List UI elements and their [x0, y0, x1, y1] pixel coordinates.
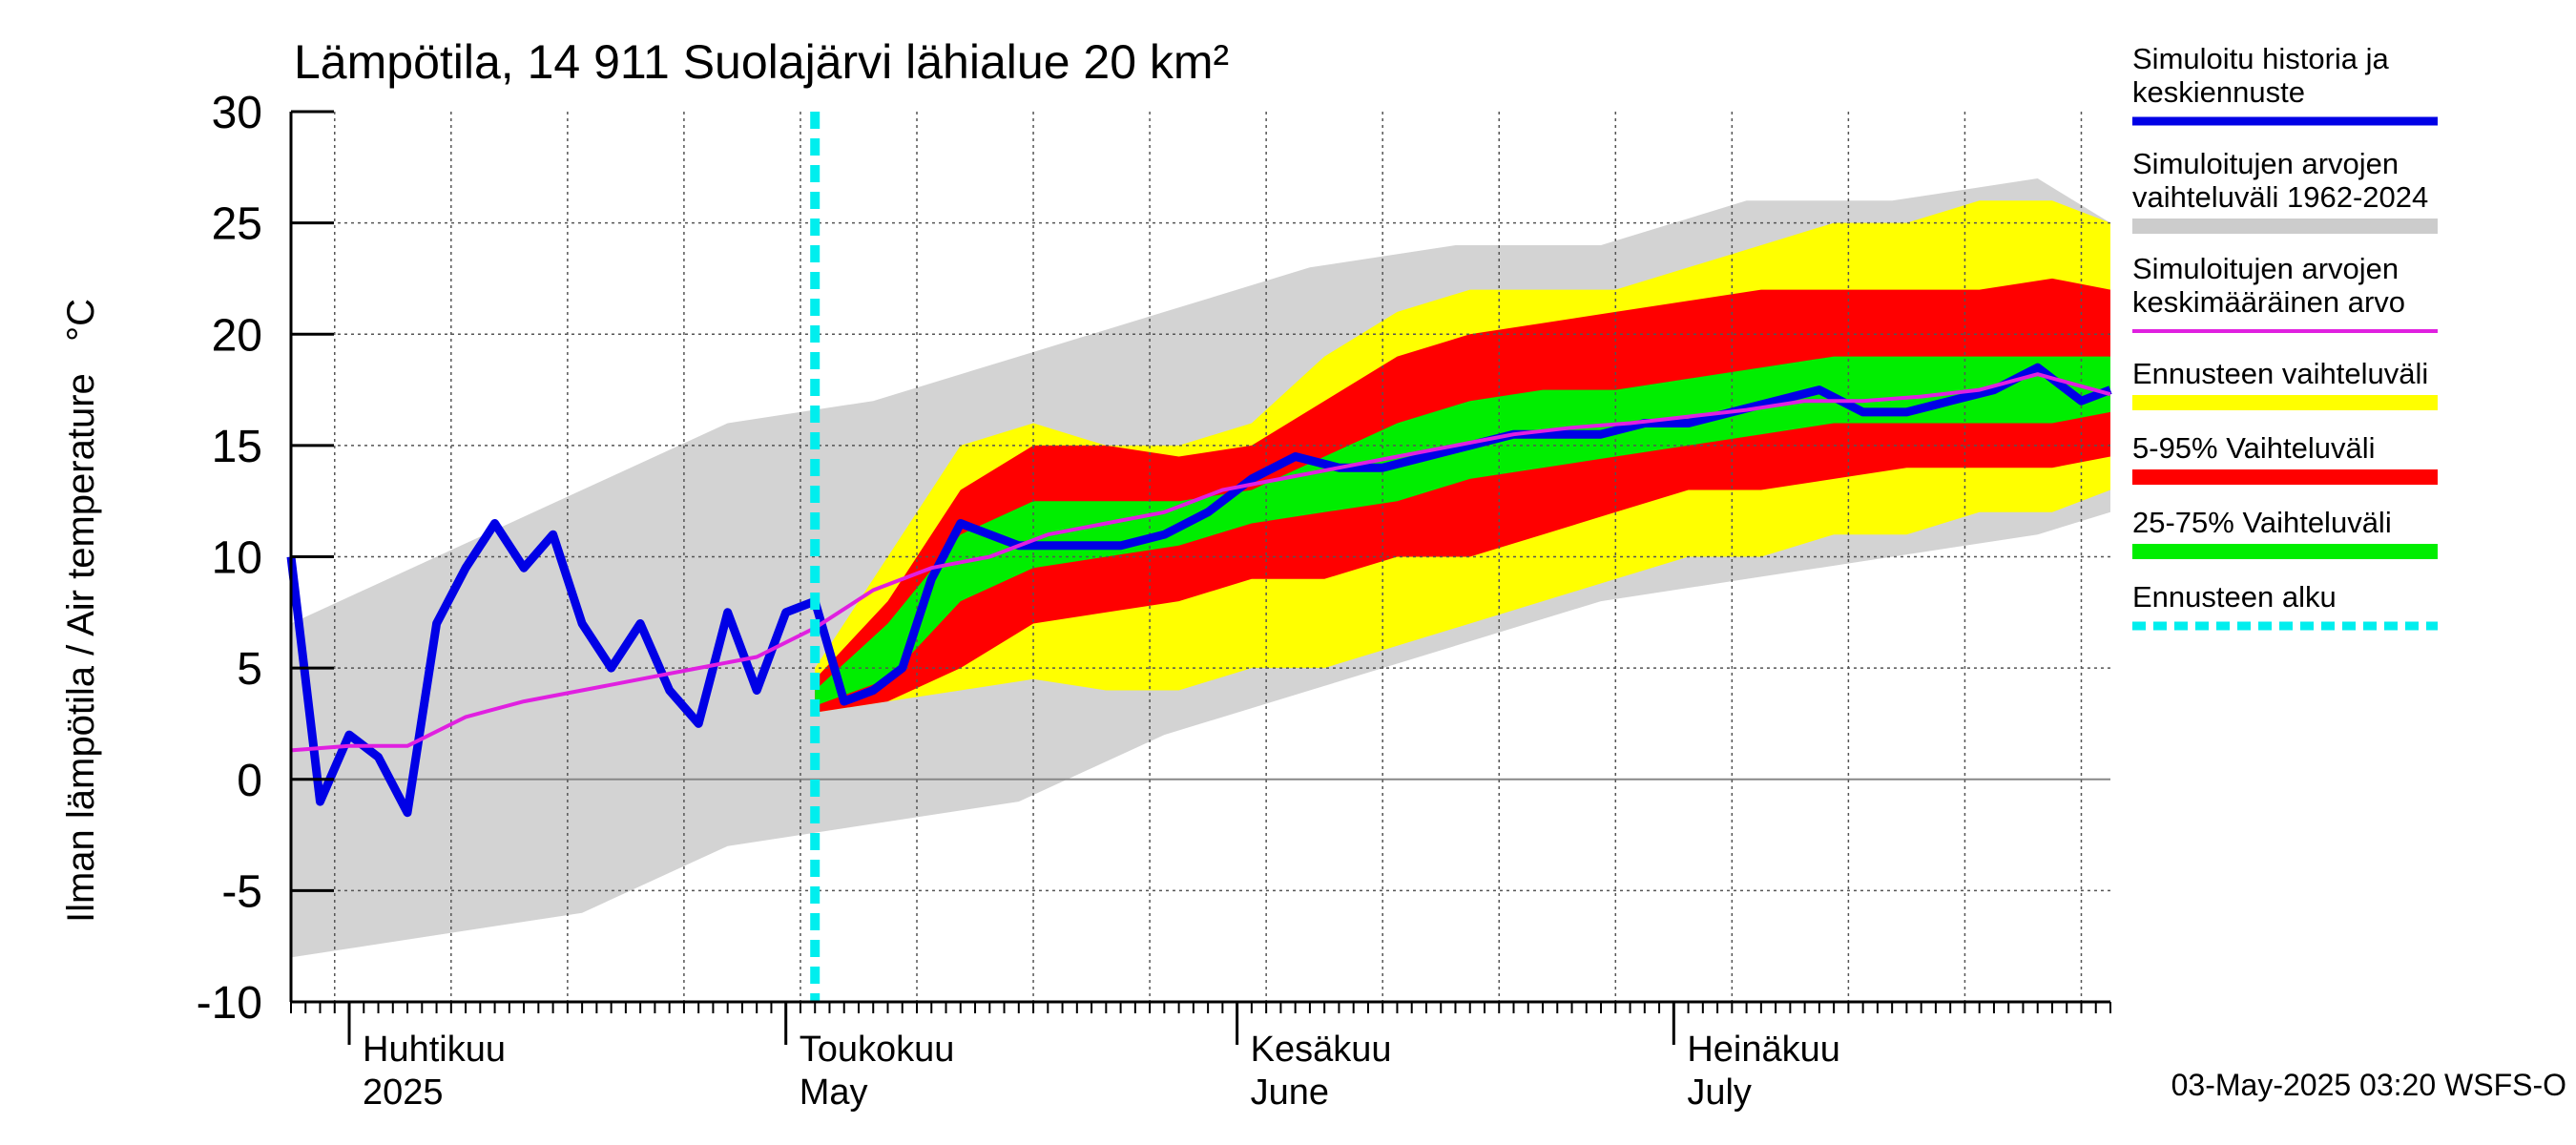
legend-label: vaihteluväli 1962-2024	[2132, 180, 2428, 214]
legend-swatch	[2132, 469, 2438, 485]
x-month-sublabel: June	[1251, 1072, 1329, 1113]
x-month-label: Heinäkuu	[1687, 1030, 1840, 1070]
x-month-sublabel: May	[800, 1072, 868, 1113]
band-layer	[291, 178, 2111, 958]
y-tick-label: 0	[237, 756, 262, 806]
legend-swatch	[2132, 219, 2438, 234]
line-layer	[286, 112, 2112, 1002]
legend-swatch	[2132, 544, 2438, 559]
chart-title: Lämpötila, 14 911 Suolajärvi lähialue 20…	[294, 35, 1229, 89]
series-1-line	[286, 363, 2112, 818]
x-month-sublabel: 2025	[363, 1072, 444, 1113]
y-tick-label: -10	[197, 978, 262, 1029]
y-tick-label: 30	[212, 88, 262, 138]
legend-label: 25-75% Vaihteluväli	[2132, 506, 2392, 539]
legend-label: keskiennuste	[2132, 75, 2305, 109]
legend-label: Ennusteen alku	[2132, 580, 2337, 614]
x-month-label: Huhtikuu	[363, 1030, 506, 1070]
x-month-sublabel: July	[1687, 1072, 1752, 1113]
grid-layer	[291, 112, 2110, 1002]
x-month-label: Kesäkuu	[1251, 1030, 1392, 1070]
y-tick-label: 5	[237, 644, 262, 695]
y-tick-label: 10	[212, 533, 262, 584]
y-tick-label: -5	[221, 866, 262, 917]
y-tick-label: 20	[212, 310, 262, 361]
x-month-label: Toukokuu	[800, 1030, 955, 1070]
y-tick-label: 15	[212, 422, 262, 472]
legend-label: Simuloitu historia ja	[2132, 42, 2390, 75]
legend-label: 5-95% Vaihteluväli	[2132, 431, 2375, 465]
legend-label: Simuloitujen arvojen	[2132, 252, 2399, 285]
legend-swatch	[2132, 395, 2438, 410]
footer-timestamp: 03-May-2025 03:20 WSFS-O	[2171, 1068, 2566, 1102]
series-2-line	[290, 372, 2111, 753]
y-axis-label: Ilman lämpötila / Air temperature °C	[60, 299, 102, 923]
legend-label: Ennusteen vaihteluväli	[2132, 357, 2428, 390]
y-tick-label: 25	[212, 199, 262, 250]
axes-layer: -10-5051015202530Huhtikuu2025ToukokuuMay…	[197, 88, 2111, 1113]
legend-label: keskimääräinen arvo	[2132, 285, 2405, 319]
legend-label: Simuloitujen arvojen	[2132, 147, 2399, 180]
